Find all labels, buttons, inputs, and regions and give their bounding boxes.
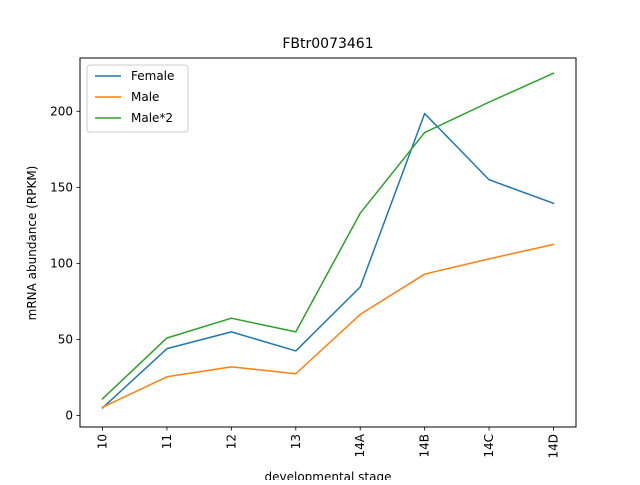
y-tick-label-3: 150 bbox=[50, 180, 73, 194]
y-tick-label-0: 0 bbox=[65, 409, 73, 423]
y-axis: 0 50 100 150 200 bbox=[50, 104, 80, 423]
series-line-0 bbox=[101, 112, 555, 410]
x-tick-label-4: 14A bbox=[353, 433, 367, 457]
legend-label-0: Female bbox=[131, 69, 174, 83]
series-layer bbox=[101, 72, 555, 410]
x-axis-label: developmental stage bbox=[265, 470, 392, 480]
legend: Female Male Male*2 bbox=[86, 64, 189, 133]
legend-frame bbox=[86, 64, 189, 133]
x-tick-label-6: 14C bbox=[482, 434, 496, 458]
legend-label-2: Male*2 bbox=[131, 111, 173, 125]
x-tick-label-7: 14D bbox=[547, 434, 561, 459]
x-tick-label-2: 12 bbox=[224, 434, 238, 449]
series-line-2 bbox=[101, 72, 555, 400]
x-tick-label-3: 13 bbox=[289, 434, 303, 449]
y-tick-label-1: 50 bbox=[58, 333, 73, 347]
y-axis-label: mRNA abundance (RPKM) bbox=[25, 166, 39, 321]
x-tick-label-5: 14B bbox=[418, 434, 432, 458]
y-tick-label-2: 100 bbox=[50, 256, 73, 270]
chart-title: FBtr0073461 bbox=[282, 36, 373, 52]
x-tick-label-1: 11 bbox=[160, 434, 174, 449]
y-tick-label-4: 200 bbox=[50, 104, 73, 118]
legend-label-1: Male bbox=[131, 90, 159, 104]
series-line-1 bbox=[101, 243, 555, 409]
plot-frame bbox=[79, 57, 577, 428]
x-axis: 10 11 12 13 14A 14B 14C 14D bbox=[96, 427, 561, 459]
x-tick-label-0: 10 bbox=[96, 434, 110, 449]
